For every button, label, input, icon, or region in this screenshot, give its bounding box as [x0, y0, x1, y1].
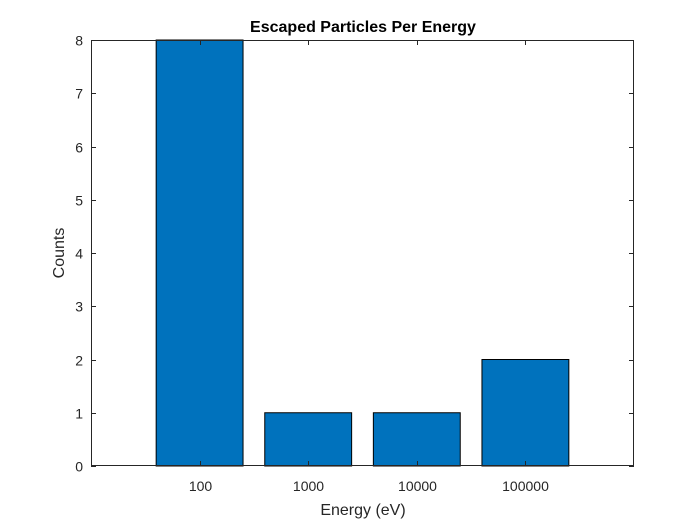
x-tick-label-1000: 1000: [293, 478, 324, 494]
y-tick-label-0: 0: [75, 459, 83, 475]
x-tick-label-100: 100: [189, 478, 213, 494]
y-tick-label-5: 5: [75, 193, 83, 209]
y-tick-label-6: 6: [75, 140, 83, 156]
x-tick-label-10000: 10000: [398, 478, 437, 494]
x-tick-label-100000: 100000: [502, 478, 549, 494]
y-tick-label-8: 8: [75, 33, 83, 49]
plot-area: 0 1 2 3 4 5 6 7 8 100 1000 10000 100000: [75, 33, 634, 494]
bar-100: [155, 39, 244, 467]
y-tick-label-3: 3: [75, 299, 83, 315]
y-tick-label-7: 7: [75, 86, 83, 102]
chart-title: Escaped Particles Per Energy: [250, 19, 476, 36]
y-tick-label-4: 4: [75, 246, 83, 262]
bar-100000: [481, 359, 570, 467]
bar-10000: [372, 412, 461, 467]
y-tick-label-2: 2: [75, 353, 83, 369]
y-tick-label-1: 1: [75, 406, 83, 422]
x-axis-label: Energy (eV): [320, 502, 405, 519]
y-axis-label: Counts: [51, 228, 68, 279]
bar-1000: [264, 412, 353, 467]
